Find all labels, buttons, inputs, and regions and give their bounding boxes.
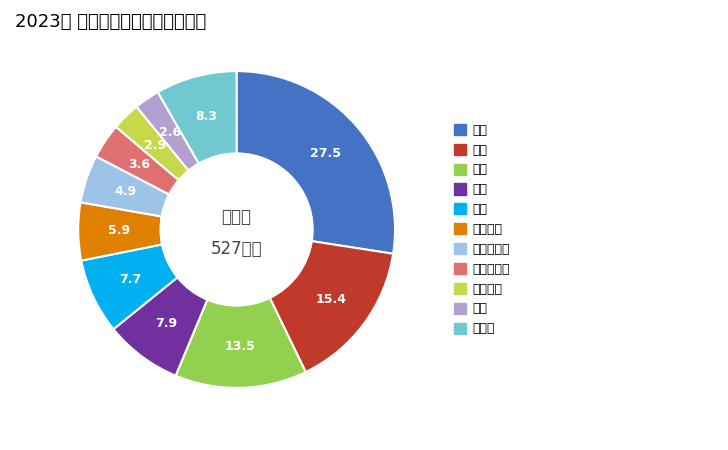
Wedge shape xyxy=(158,71,237,163)
Text: 3.6: 3.6 xyxy=(128,158,151,171)
Text: 527億円: 527億円 xyxy=(211,239,262,257)
Wedge shape xyxy=(237,71,395,254)
Wedge shape xyxy=(82,244,178,329)
Wedge shape xyxy=(270,241,393,372)
Wedge shape xyxy=(81,157,169,216)
Wedge shape xyxy=(114,277,207,376)
Text: 4.9: 4.9 xyxy=(114,185,137,198)
Text: 2.6: 2.6 xyxy=(159,126,181,140)
Circle shape xyxy=(161,153,312,306)
Wedge shape xyxy=(78,202,162,261)
Legend: 韓国, 中国, 米国, タイ, 台湾, ベトナム, フィリピン, マレーシア, メキシコ, 香港, その他: 韓国, 中国, 米国, タイ, 台湾, ベトナム, フィリピン, マレーシア, … xyxy=(448,119,515,340)
Text: 5.9: 5.9 xyxy=(108,225,130,238)
Text: 27.5: 27.5 xyxy=(310,147,341,160)
Wedge shape xyxy=(116,107,189,180)
Text: 13.5: 13.5 xyxy=(224,340,256,353)
Wedge shape xyxy=(175,298,306,388)
Wedge shape xyxy=(96,127,178,194)
Text: 総　額: 総 額 xyxy=(221,208,252,226)
Text: 15.4: 15.4 xyxy=(315,292,347,306)
Text: 7.7: 7.7 xyxy=(119,273,142,286)
Text: 2023年 輸出相手国のシェア（％）: 2023年 輸出相手国のシェア（％） xyxy=(15,14,206,32)
Text: 8.3: 8.3 xyxy=(195,110,218,123)
Text: 7.9: 7.9 xyxy=(155,317,178,330)
Text: 2.9: 2.9 xyxy=(143,139,166,152)
Wedge shape xyxy=(137,92,199,171)
